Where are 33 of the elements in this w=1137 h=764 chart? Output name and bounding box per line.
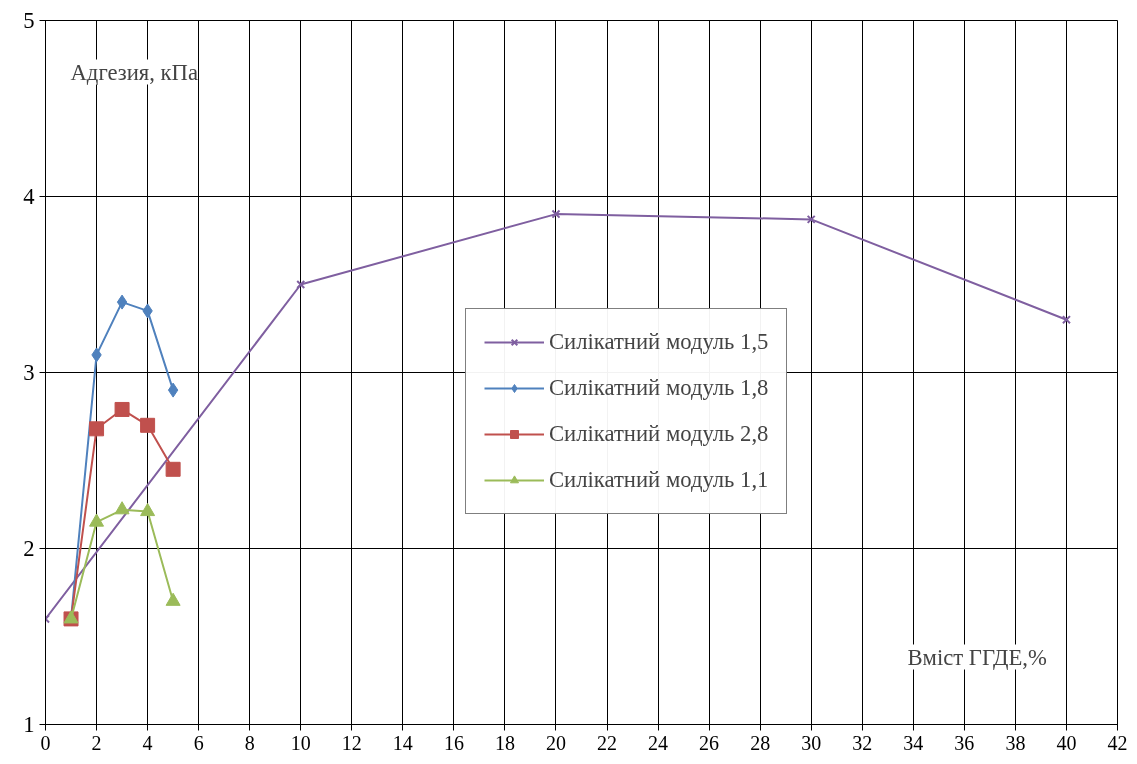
legend-label: Силікатний модуль 1,5: [549, 328, 769, 356]
x-tick-label: 16: [443, 731, 464, 754]
x-tick-label: 8: [244, 731, 255, 754]
y-tick-label: 2: [23, 536, 35, 561]
y-axis-title: Адгезия, кПа: [70, 59, 198, 85]
y-tick-label: 1: [23, 712, 35, 737]
x-tick-label: 22: [597, 731, 618, 754]
x-tick-label: 32: [852, 731, 873, 754]
x-tick-label: 38: [1005, 731, 1026, 754]
x-tick-label: 42: [1107, 731, 1128, 754]
x-tick-label: 12: [341, 731, 362, 754]
y-tick-label: 4: [23, 184, 35, 209]
x-tick-label: 34: [903, 731, 924, 754]
x-tick-label: 0: [40, 731, 51, 754]
x-tick-label: 10: [290, 731, 311, 754]
x-tick-label: 28: [750, 731, 771, 754]
legend-label: Силікатний модуль 2,8: [549, 420, 769, 448]
legend-label: Силікатний модуль 1,1: [549, 466, 769, 494]
x-tick-label: 18: [494, 731, 515, 754]
x-tick-label: 6: [193, 731, 204, 754]
x-tick-label: 30: [801, 731, 822, 754]
x-axis-title: Вміст ГГДЕ,%: [907, 644, 1048, 670]
x-tick-label: 24: [648, 731, 669, 754]
x-tick-label: 4: [142, 731, 153, 754]
legend-label: Силікатний модуль 1,8: [549, 374, 769, 402]
x-tick-label: 2: [91, 731, 102, 754]
x-tick-label: 40: [1056, 731, 1077, 754]
y-tick-label: 5: [23, 8, 35, 33]
y-tick-label: 3: [23, 360, 35, 385]
x-tick-label: 36: [954, 731, 975, 754]
x-tick-label: 26: [699, 731, 720, 754]
x-tick-label: 14: [392, 731, 413, 754]
x-tick-label: 20: [545, 731, 566, 754]
